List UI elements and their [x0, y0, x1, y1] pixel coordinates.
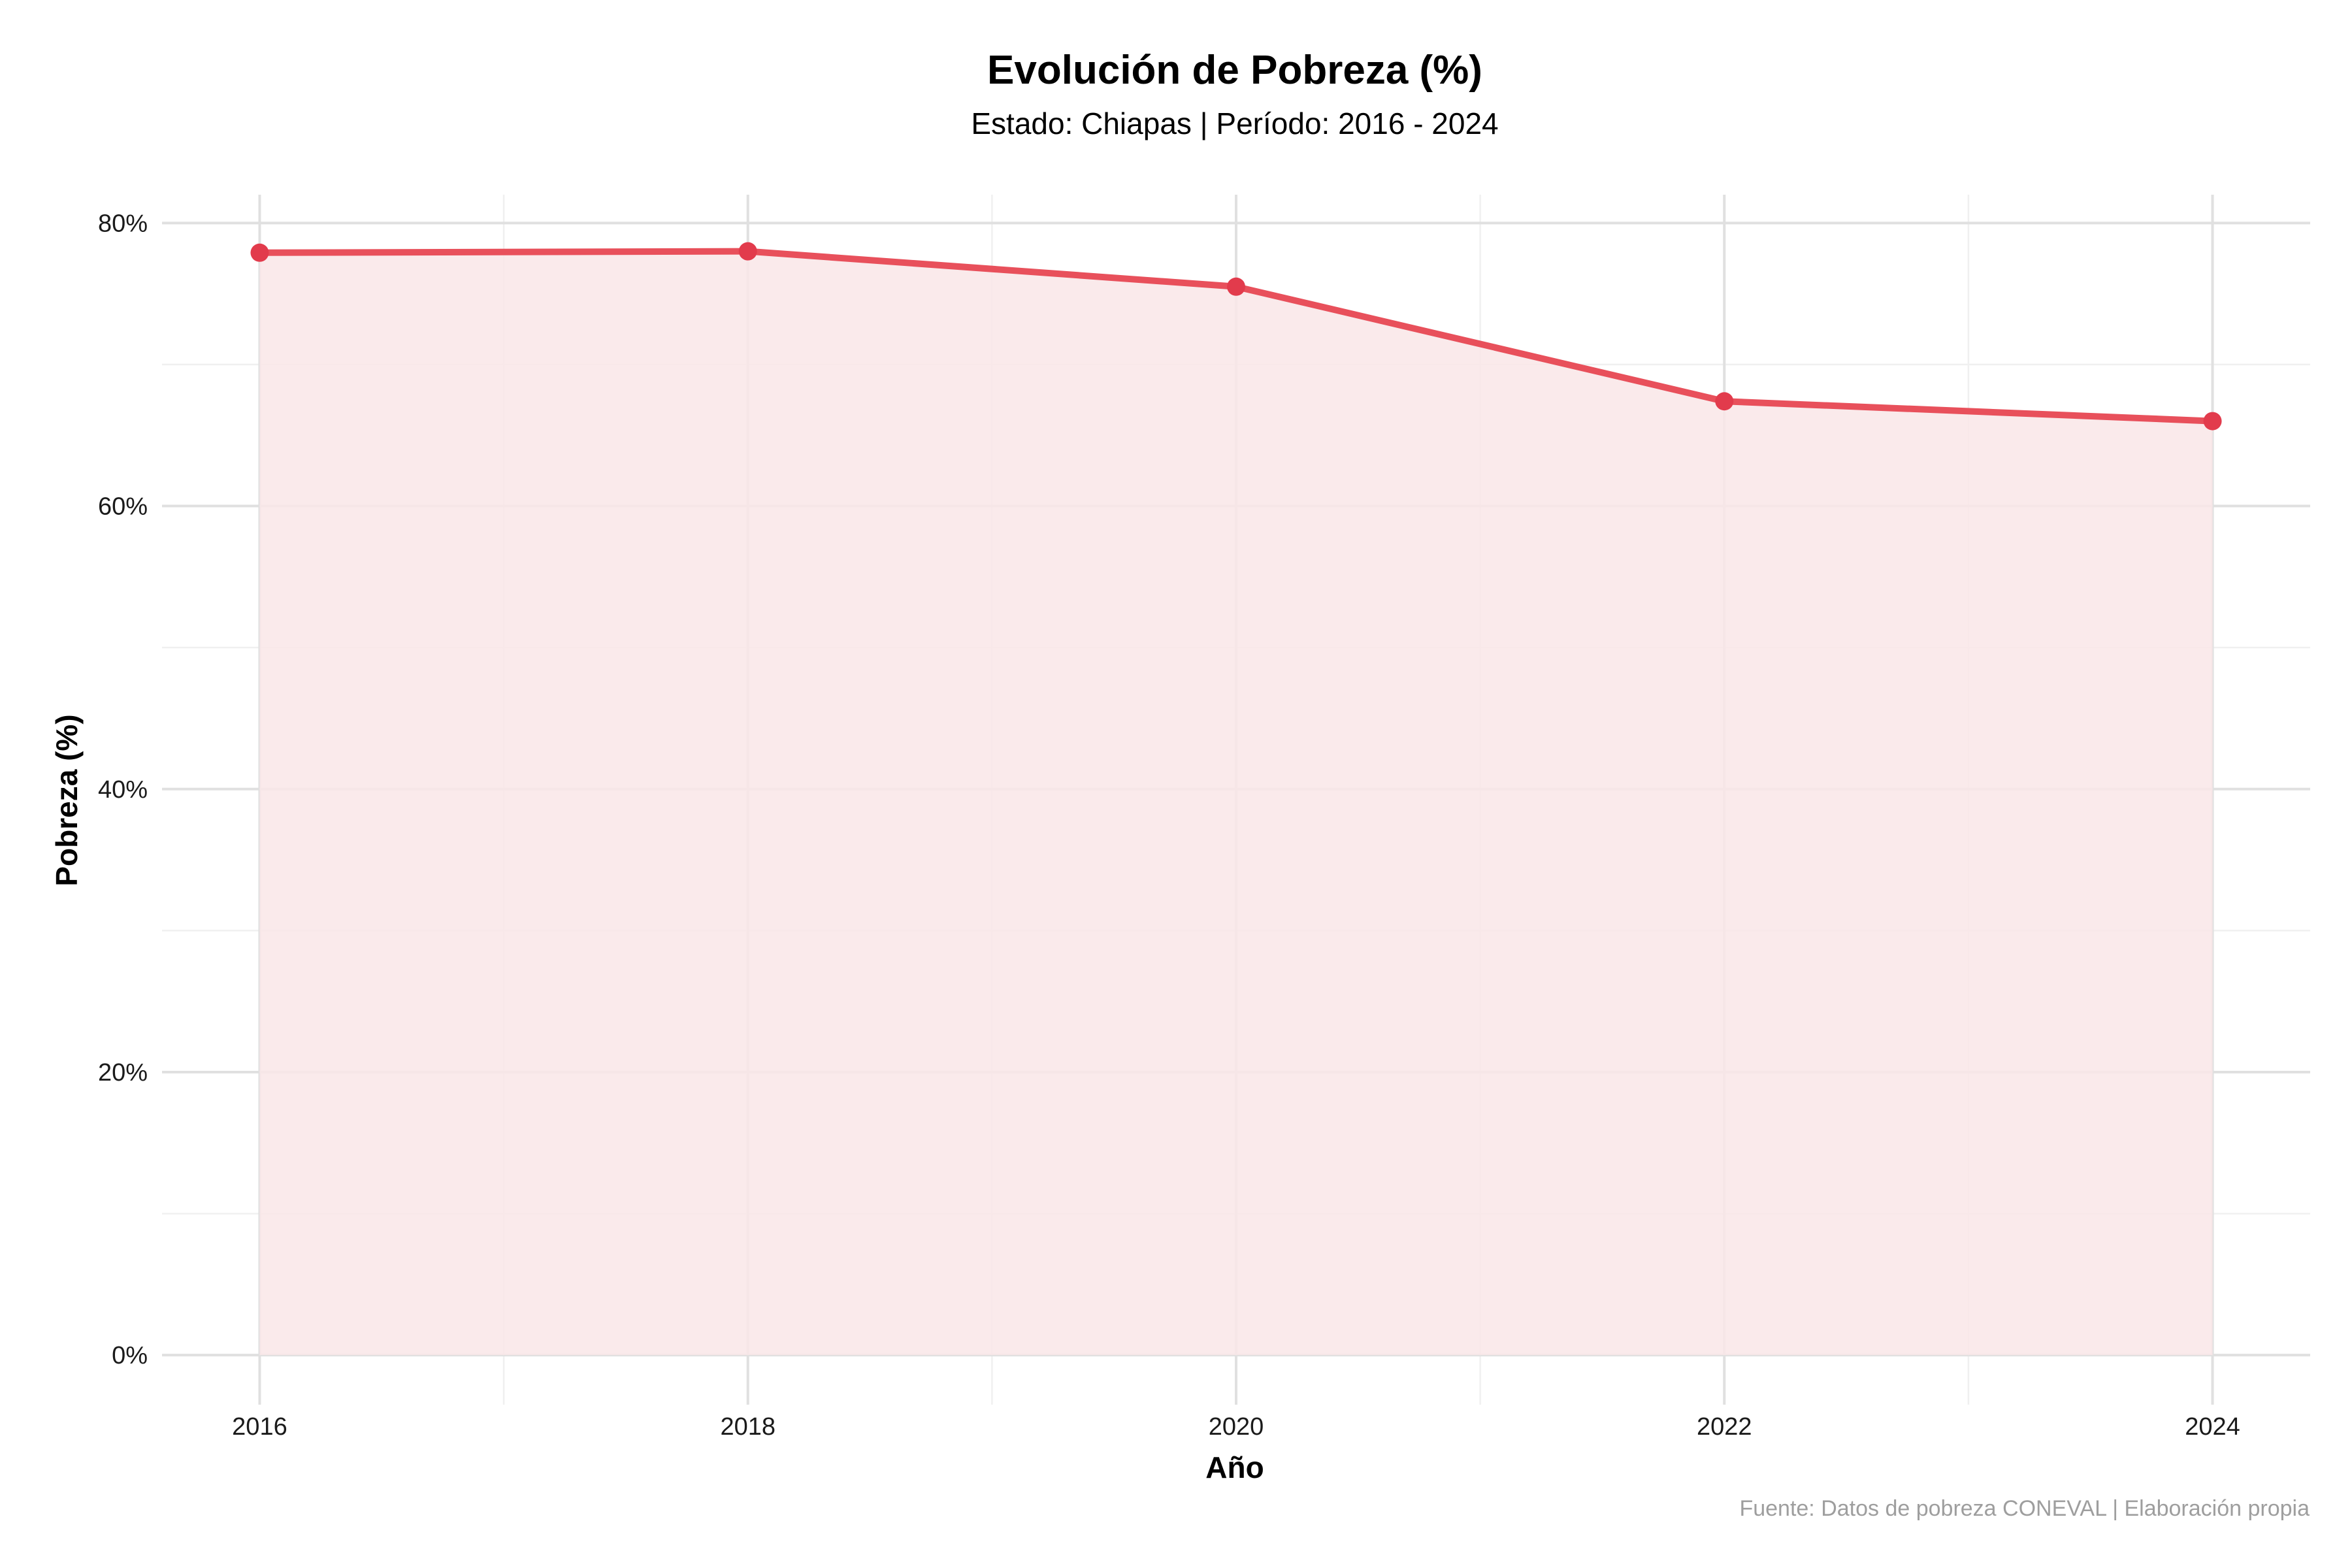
- x-axis-ticks: 2016 2018 2020 2022 2024: [232, 1413, 2240, 1441]
- chart-title: Evolución de Pobreza (%): [987, 48, 1482, 93]
- x-tick-label: 2024: [2185, 1413, 2240, 1441]
- x-tick-label: 2020: [1209, 1413, 1264, 1441]
- chart-caption: Fuente: Datos de pobreza CONEVAL | Elabo…: [1739, 1496, 2310, 1521]
- x-tick-label: 2022: [1697, 1413, 1752, 1441]
- x-tick-label: 2016: [232, 1413, 287, 1441]
- chart-subtitle: Estado: Chiapas | Período: 2016 - 2024: [971, 106, 1498, 140]
- x-tick-label: 2018: [720, 1413, 776, 1441]
- area-fill: [259, 251, 2213, 1356]
- y-tick-label: 40%: [98, 776, 148, 804]
- y-tick-label: 0%: [112, 1342, 148, 1369]
- data-point: [1715, 392, 1734, 411]
- y-axis-title: Pobreza (%): [50, 714, 84, 886]
- data-point: [250, 243, 269, 262]
- y-tick-label: 20%: [98, 1059, 148, 1086]
- y-tick-label: 60%: [98, 493, 148, 521]
- data-point: [738, 242, 757, 261]
- data-points: [250, 242, 2222, 431]
- data-point: [2203, 412, 2222, 431]
- y-tick-label: 80%: [98, 210, 148, 237]
- data-point: [1227, 277, 1245, 296]
- x-axis-title: Año: [1205, 1450, 1264, 1484]
- y-axis-ticks: 0% 20% 40% 60% 80%: [98, 210, 148, 1369]
